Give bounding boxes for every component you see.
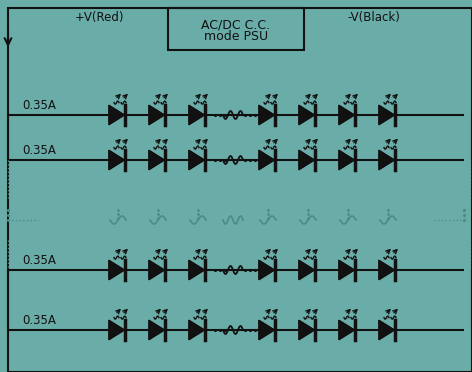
Text: 0.35A: 0.35A: [22, 144, 56, 157]
Polygon shape: [379, 260, 395, 280]
Polygon shape: [299, 260, 314, 280]
Text: +V(Red): +V(Red): [75, 12, 125, 25]
Polygon shape: [379, 105, 395, 125]
Text: 0.35A: 0.35A: [22, 99, 56, 112]
Text: 0.35A: 0.35A: [22, 314, 56, 327]
Polygon shape: [339, 105, 354, 125]
Polygon shape: [189, 150, 204, 170]
Polygon shape: [259, 320, 275, 340]
Text: 0.35A: 0.35A: [22, 254, 56, 267]
Polygon shape: [339, 320, 354, 340]
Polygon shape: [259, 150, 275, 170]
Polygon shape: [299, 150, 314, 170]
Polygon shape: [189, 260, 204, 280]
Text: mode PSU: mode PSU: [204, 31, 268, 44]
Text: -V(Black): -V(Black): [347, 12, 400, 25]
Polygon shape: [109, 105, 125, 125]
Polygon shape: [259, 105, 275, 125]
Polygon shape: [109, 320, 125, 340]
Polygon shape: [149, 260, 165, 280]
Text: AC/DC C.C.: AC/DC C.C.: [202, 19, 270, 32]
Polygon shape: [189, 105, 204, 125]
Polygon shape: [379, 150, 395, 170]
Polygon shape: [149, 105, 165, 125]
Polygon shape: [339, 260, 354, 280]
Polygon shape: [149, 150, 165, 170]
Polygon shape: [189, 320, 204, 340]
Polygon shape: [379, 320, 395, 340]
Polygon shape: [339, 150, 354, 170]
Polygon shape: [299, 320, 314, 340]
Polygon shape: [109, 150, 125, 170]
Polygon shape: [149, 320, 165, 340]
Polygon shape: [109, 260, 125, 280]
Polygon shape: [299, 105, 314, 125]
Polygon shape: [259, 260, 275, 280]
Bar: [168, 8, 304, 50]
